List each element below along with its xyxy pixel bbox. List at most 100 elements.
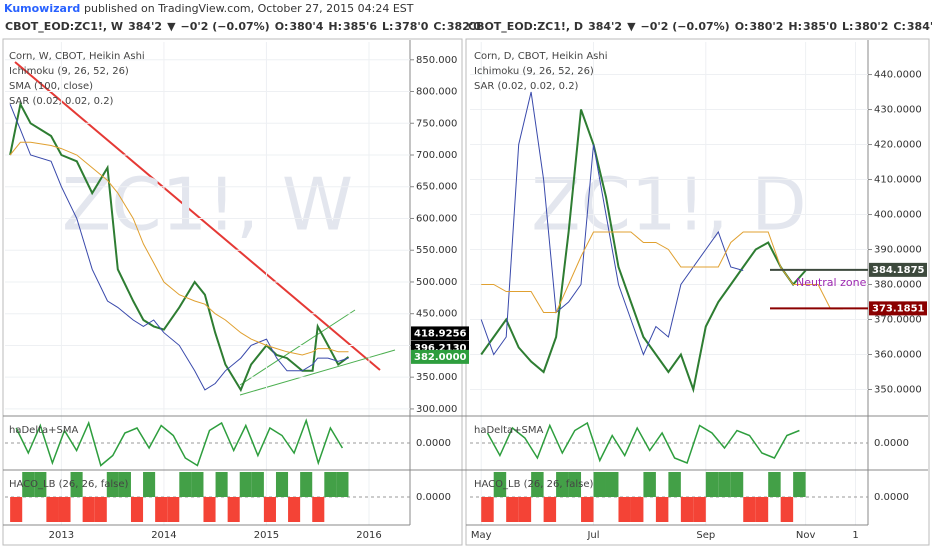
legend-entry: Ichimoku (9, 26, 52, 26) <box>9 66 129 77</box>
legend-entry: Ichimoku (9, 26, 52, 26) <box>474 66 594 77</box>
oscillator-line <box>486 421 800 464</box>
header-l: 380'2 <box>854 20 888 33</box>
x-tick-label: 1 <box>852 530 858 541</box>
haco-bar <box>155 497 168 522</box>
haco-bar <box>179 472 192 497</box>
header: CBOT_EOD:ZC1!, W 384'2 ▼ −0'2 (−0.07%) O: 380… <box>5 20 481 33</box>
header-price: 384'2 <box>588 20 622 33</box>
y-tick-label: 650.000 <box>416 182 457 193</box>
y-tick-label: 400.0000 <box>874 210 922 221</box>
haco-bar <box>705 472 719 497</box>
haco-bar <box>593 472 606 497</box>
y-tick-label: 700.000 <box>416 150 457 161</box>
price-label-box <box>869 262 927 277</box>
y-tick-label: 0.0000 <box>874 492 909 503</box>
haco-bar <box>10 497 23 522</box>
haco-bar <box>34 472 47 497</box>
watermark: ZC1!, D <box>531 163 806 247</box>
y-tick-label: 750.000 <box>416 118 457 129</box>
haco-bar <box>543 497 557 522</box>
haco-bar <box>312 497 325 522</box>
haco-bar <box>630 497 644 522</box>
header-o-label: O: <box>275 20 289 33</box>
y-tick-label: 420.0000 <box>874 140 922 151</box>
y-tick-label: 800.000 <box>416 87 457 98</box>
header-h: 385'6 <box>343 20 377 33</box>
y-tick-label: 350.000 <box>416 372 457 383</box>
y-tick-label: 390.0000 <box>874 245 922 256</box>
haco-bar <box>655 497 669 522</box>
x-tick-label: Jul <box>586 530 599 541</box>
haco-bar <box>46 497 59 522</box>
price-label: 418.9256 <box>414 328 467 339</box>
header-h-label: H: <box>328 20 342 33</box>
y-tick-label: 430.0000 <box>874 105 922 116</box>
haco-bar <box>251 472 264 497</box>
y-tick-label: 300.000 <box>416 404 457 415</box>
header-c-label: C: <box>433 20 445 33</box>
haco-bar <box>693 497 706 522</box>
published: published on TradingView.com, October 27… <box>84 2 414 15</box>
haco-bar <box>130 497 144 522</box>
y-tick-label: 360.0000 <box>874 350 922 361</box>
header-l-label: L: <box>842 20 853 33</box>
price-label: 382.0000 <box>414 352 467 363</box>
watermark: ZC1!, W <box>62 163 353 247</box>
price-label: 384.1875 <box>872 265 925 276</box>
haco-bar <box>288 497 301 522</box>
haco-bar <box>531 472 544 497</box>
x-tick-label: Nov <box>796 530 816 541</box>
haco-bar <box>58 497 71 522</box>
pane-label: HACO_LB (26, 26, false) <box>9 479 129 490</box>
price-label: 373.1851 <box>872 303 925 314</box>
y-tick-label: 550.000 <box>416 245 457 256</box>
x-tick-label: 2014 <box>151 530 176 541</box>
pane-label: haDelta+SMA <box>9 425 79 436</box>
header-symbol: CBOT_EOD:ZC1!, D <box>468 20 583 33</box>
haco-bar <box>643 472 656 497</box>
header-price: 384'2 <box>128 20 162 33</box>
header-l: 378'0 <box>394 20 428 33</box>
x-tick-label: May <box>471 530 492 541</box>
legend-entry: SAR (0.02, 0.02, 0.2) <box>474 81 579 92</box>
haco-bar <box>263 497 276 522</box>
haco-bar <box>106 472 119 497</box>
price-label-box <box>869 301 927 316</box>
y-tick-label: 0.0000 <box>874 438 909 449</box>
x-tick-label: 2015 <box>254 530 279 541</box>
y-tick-label: 450.000 <box>416 309 457 320</box>
header-c: 384'2 <box>907 20 932 33</box>
haco-bar <box>518 497 532 522</box>
price-label: 396.2130 <box>414 343 467 354</box>
pane-label: HACO_LB (26, 26, false) <box>474 479 594 490</box>
haco-bar <box>324 472 337 497</box>
header-arrow: ▼ <box>627 20 636 33</box>
haco-bar <box>300 472 313 497</box>
haco-bar <box>581 497 594 522</box>
legend-entry: SAR (0.02, 0.02, 0.2) <box>9 96 114 107</box>
haco-bar <box>730 472 744 497</box>
haco-bar <box>22 472 35 497</box>
haco-bar <box>568 472 582 497</box>
header-change: −0'2 (−0.07%) <box>641 20 730 33</box>
haco-bar <box>793 472 806 497</box>
haco-bar <box>203 497 216 522</box>
price-label-box <box>411 349 469 364</box>
y-tick-label: 370.0000 <box>874 315 922 326</box>
haco-bar <box>768 472 781 497</box>
haco-bar <box>605 472 619 497</box>
y-tick-label: 410.0000 <box>874 175 922 186</box>
trendline <box>239 309 356 386</box>
x-tick-label: Sep <box>696 530 715 541</box>
legend-entry: Corn, W, CBOT, Heikin Ashi <box>9 51 145 62</box>
left-frame <box>2 38 463 546</box>
y-tick-label: 0.0000 <box>416 492 451 503</box>
haco-bar <box>82 497 95 522</box>
header-change: −0'2 (−0.07%) <box>181 20 270 33</box>
author[interactable]: Kumowizard <box>4 2 80 15</box>
y-tick-label: 380.0000 <box>874 280 922 291</box>
legend-entry: SMA (100, close) <box>9 81 93 92</box>
haco-bar <box>191 472 204 497</box>
haco-bar <box>506 497 519 522</box>
haco-bar <box>718 472 731 497</box>
